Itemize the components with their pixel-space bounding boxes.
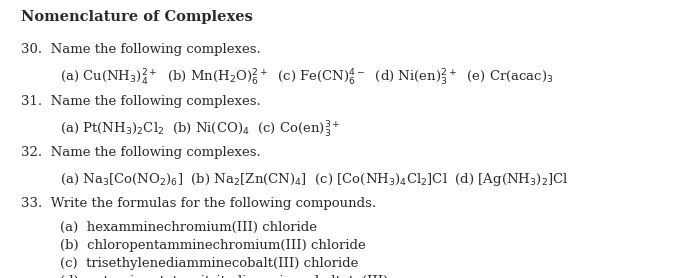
Text: (b)  chloropentamminechromium(III) chloride: (b) chloropentamminechromium(III) chlori… bbox=[60, 239, 365, 252]
Text: (a) Cu(NH$_3$)$_4^{2+}$  (b) Mn(H$_2$O)$_6^{2+}$  (c) Fe(CN)$_6^{4-}$  (d) Ni(en: (a) Cu(NH$_3$)$_4^{2+}$ (b) Mn(H$_2$O)$_… bbox=[60, 68, 553, 88]
Text: (a) Na$_3$[Co(NO$_2$)$_6$]  (b) Na$_2$[Zn(CN)$_4$]  (c) [Co(NH$_3$)$_4$Cl$_2$]Cl: (a) Na$_3$[Co(NO$_2$)$_6$] (b) Na$_2$[Zn… bbox=[60, 171, 568, 188]
Text: (c)  trisethylenediamminecobalt(III) chloride: (c) trisethylenediamminecobalt(III) chlo… bbox=[60, 257, 358, 270]
Text: 32.  Name the following complexes.: 32. Name the following complexes. bbox=[21, 146, 260, 159]
Text: Nomenclature of Complexes: Nomenclature of Complexes bbox=[21, 10, 253, 24]
Text: (d)  potassium tetranitritodiamminecobaltate(III): (d) potassium tetranitritodiamminecobalt… bbox=[60, 275, 388, 278]
Text: 30.  Name the following complexes.: 30. Name the following complexes. bbox=[21, 43, 260, 56]
Text: 31.  Name the following complexes.: 31. Name the following complexes. bbox=[21, 95, 260, 108]
Text: 33.  Write the formulas for the following compounds.: 33. Write the formulas for the following… bbox=[21, 197, 376, 210]
Text: (a)  hexamminechromium(III) chloride: (a) hexamminechromium(III) chloride bbox=[60, 221, 316, 234]
Text: (a) Pt(NH$_3$)$_2$Cl$_2$  (b) Ni(CO)$_4$  (c) Co(en)$_3^{3+}$: (a) Pt(NH$_3$)$_2$Cl$_2$ (b) Ni(CO)$_4$ … bbox=[60, 120, 340, 140]
